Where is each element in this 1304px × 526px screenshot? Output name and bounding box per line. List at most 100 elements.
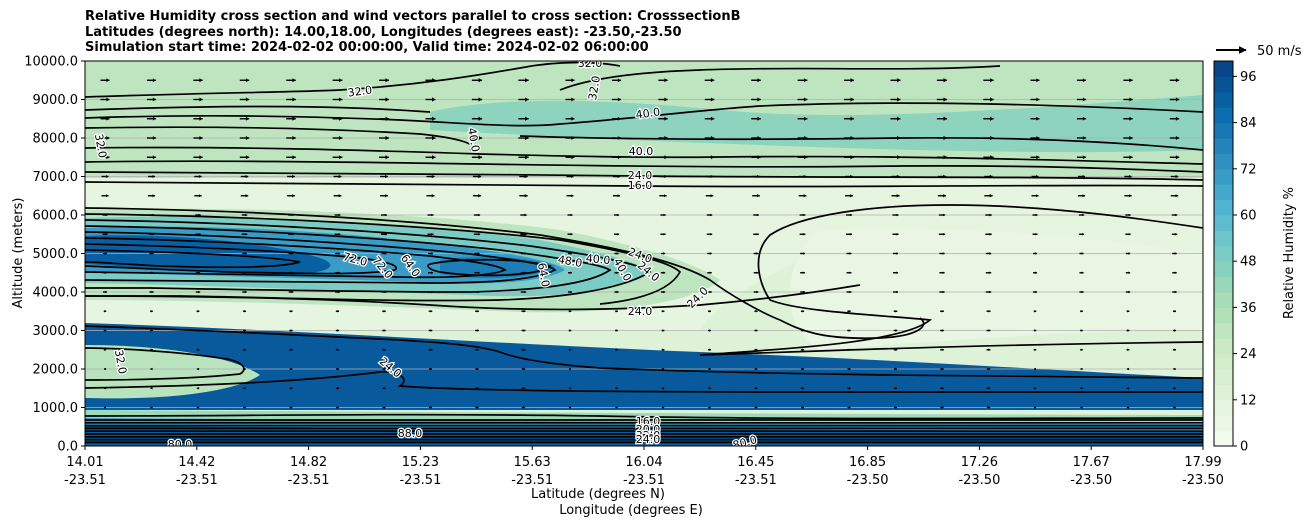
- contour-line-19: [85, 347, 245, 381]
- wind-vector-head: [895, 310, 898, 313]
- wind-vector-head: [1129, 97, 1133, 102]
- colorbar-segment: [1214, 292, 1233, 308]
- colorbar-frame: [1213, 60, 1234, 447]
- wind-vector-head: [1080, 348, 1083, 351]
- wind-vector-head: [570, 271, 572, 274]
- wind-vector-head: [431, 232, 434, 236]
- wind-vector-head: [850, 116, 854, 121]
- wind-vector-head: [802, 252, 805, 255]
- contour-label: 64.0: [535, 262, 552, 288]
- wind-vector-head: [615, 329, 618, 332]
- wind-vector-head: [382, 367, 385, 371]
- wind-vector-head: [337, 329, 340, 332]
- wind-vector-head: [292, 97, 296, 102]
- contour-lines: [85, 61, 1203, 444]
- wind-vector-head: [848, 329, 851, 332]
- title-line-2: Latitudes (degrees north): 14.00,18.00, …: [85, 24, 682, 40]
- wind-vector-head: [940, 406, 943, 409]
- wind-vector-head: [1127, 310, 1130, 313]
- quiver-key-label: 50 m/s: [1257, 44, 1302, 59]
- wind-vector-head: [477, 271, 480, 274]
- contour-label: 80.0: [168, 438, 193, 451]
- contour-label: 16.0: [628, 179, 653, 192]
- surface-contour-0: [85, 418, 1203, 422]
- wind-vector-head: [199, 116, 203, 121]
- wind-vector-head: [430, 310, 433, 313]
- wind-vector-head: [1129, 116, 1133, 121]
- wind-vector-head: [989, 290, 992, 294]
- wind-vector-head: [521, 406, 524, 409]
- wind-vector-head: [570, 233, 573, 236]
- y-axis: 0.0 1000.0 2000.0 3000.0 4000.0 5000.0 6000.0 7…: [24, 55, 85, 455]
- wind-vector-head: [1128, 252, 1131, 255]
- wind-vector-head: [289, 406, 292, 409]
- wind-vector-head: [662, 348, 665, 351]
- wind-vector-head: [1173, 406, 1176, 409]
- wind-vector-head: [802, 290, 805, 294]
- colorbar-segment: [1214, 138, 1233, 154]
- wind-vector-head: [150, 367, 153, 371]
- surface-contour-2: [85, 424, 1203, 427]
- wind-vector-head: [475, 367, 478, 371]
- wind-vector-head: [663, 213, 666, 217]
- contour-line-7: [85, 207, 925, 340]
- wind-vector-head: [338, 97, 343, 102]
- wind-vector-head: [664, 155, 668, 160]
- wind-vector-head: [802, 310, 805, 313]
- wind-vector-head: [477, 232, 481, 236]
- wind-vector-head: [617, 233, 620, 236]
- wind-vector-head: [151, 252, 154, 255]
- wind-vector-head: [571, 78, 575, 83]
- contour-label: 32.0: [586, 75, 603, 101]
- wind-vector-head: [803, 116, 808, 121]
- wind-vector-head: [617, 136, 622, 140]
- wind-vector-head: [571, 155, 575, 160]
- wind-vector-head: [198, 213, 201, 217]
- wind-vector-head: [430, 329, 433, 332]
- wind-vector-head: [106, 136, 110, 140]
- wind-vector-head: [337, 290, 340, 294]
- wind-vector-head: [289, 387, 292, 390]
- wind-vector-head: [803, 213, 806, 217]
- wind-vector-head: [897, 155, 901, 160]
- wind-vector-head: [615, 310, 618, 313]
- wind-vector-head: [942, 271, 945, 274]
- wind-vector-head: [803, 135, 808, 141]
- y-tick-label: 7000.0: [33, 170, 79, 185]
- wind-vector-head: [198, 252, 201, 255]
- wind-vector-head: [663, 290, 666, 294]
- wind-vector-head: [942, 232, 946, 236]
- wind-vector-head: [152, 116, 157, 121]
- wind-vector-head: [245, 194, 249, 198]
- wind-vector-head: [431, 174, 435, 179]
- wind-vector-head: [431, 271, 434, 274]
- surface-contour-7: [85, 438, 1203, 441]
- x-tick-label-lon: -23.51: [176, 473, 218, 488]
- wind-vector-head: [664, 194, 667, 198]
- wind-vector-head: [198, 271, 201, 274]
- wind-vector-head: [337, 310, 340, 313]
- wind-vector-head: [893, 406, 896, 409]
- wind-vector-head: [151, 271, 154, 274]
- wind-vector-head: [523, 310, 526, 313]
- x-tick-label-lat: 17.26: [961, 455, 998, 470]
- contour-line-12: [85, 237, 507, 279]
- wind-vector-head: [989, 213, 992, 217]
- wind-vector-head: [708, 367, 711, 371]
- wind-vector-head: [1080, 406, 1083, 409]
- wind-vector-head: [616, 271, 619, 274]
- wind-vector-head: [290, 348, 293, 351]
- wind-vector-head: [475, 387, 478, 390]
- wind-vector-head: [1080, 329, 1083, 332]
- wind-vector-head: [850, 97, 854, 102]
- wind-vector-head: [151, 290, 154, 294]
- wind-vector-head: [338, 233, 341, 236]
- wind-vector-head: [152, 174, 156, 179]
- colorbar-segment: [1214, 153, 1233, 170]
- wind-vector-head: [757, 135, 761, 141]
- wind-vector-head: [105, 252, 107, 255]
- contour-line-0: [85, 61, 1001, 113]
- contour-label: 32.0: [636, 429, 661, 442]
- wind-vector-head: [1128, 233, 1131, 236]
- wind-vector-head: [292, 116, 296, 121]
